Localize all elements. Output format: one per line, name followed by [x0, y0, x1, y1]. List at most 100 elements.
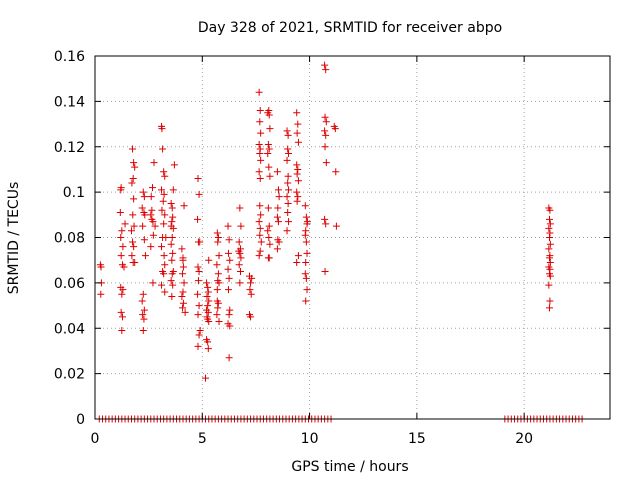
data-point: [237, 222, 245, 230]
data-point: [204, 308, 212, 316]
data-point: [265, 222, 273, 230]
x-tick-label: 10: [301, 431, 319, 447]
data-point: [119, 243, 127, 251]
data-point: [149, 231, 157, 239]
data-point: [130, 195, 138, 203]
data-point: [257, 156, 265, 164]
data-point: [226, 306, 234, 314]
data-point: [275, 238, 283, 246]
data-point: [283, 193, 291, 201]
data-point: [167, 240, 175, 248]
data-point: [546, 220, 554, 228]
data-point: [129, 145, 137, 153]
data-point: [321, 113, 329, 121]
data-point: [226, 256, 234, 264]
data-point: [322, 131, 330, 139]
data-point: [148, 206, 156, 214]
data-point: [545, 254, 553, 262]
data-point: [140, 315, 148, 323]
grid: [95, 56, 610, 419]
data-point: [203, 279, 211, 287]
data-point: [224, 249, 232, 257]
data-point: [256, 175, 264, 183]
data-point: [130, 222, 138, 230]
data-point: [140, 306, 148, 314]
data-point: [284, 179, 292, 187]
data-point: [117, 184, 125, 192]
data-point: [141, 211, 149, 219]
data-point: [321, 215, 329, 223]
data-point: [302, 274, 310, 282]
data-point: [545, 304, 553, 312]
data-point: [147, 243, 155, 251]
data-point: [204, 288, 212, 296]
data-point: [205, 256, 213, 264]
data-point: [139, 311, 147, 319]
data-point: [224, 265, 232, 273]
data-point: [168, 218, 176, 226]
data-point: [129, 238, 137, 246]
data-point: [169, 186, 177, 194]
data-point: [167, 277, 175, 285]
data-point: [266, 125, 274, 133]
data-point: [294, 193, 302, 201]
data-point: [149, 279, 157, 287]
data-point: [283, 156, 291, 164]
data-point: [121, 220, 129, 228]
data-point: [180, 279, 188, 287]
data-point: [160, 168, 168, 176]
data-point: [256, 118, 264, 126]
data-point: [293, 188, 301, 196]
data-point: [139, 290, 147, 298]
data-point: [140, 236, 148, 244]
data-point: [204, 283, 212, 291]
data-point: [118, 227, 126, 235]
data-point: [322, 66, 330, 74]
data-point: [129, 175, 137, 183]
data-point: [284, 172, 292, 180]
data-point: [128, 179, 136, 187]
data-point: [545, 234, 553, 241]
data-point: [257, 129, 265, 137]
data-point: [158, 206, 166, 214]
data-point: [194, 215, 202, 223]
data-point: [170, 161, 178, 169]
data-point: [255, 140, 263, 148]
data-point: [215, 252, 223, 260]
data-point: [131, 163, 139, 171]
data-point: [179, 299, 187, 307]
data-point: [274, 186, 282, 194]
data-point: [179, 304, 187, 312]
data-point: [284, 131, 292, 139]
data-point: [139, 188, 147, 196]
data-point: [130, 159, 138, 167]
data-point: [181, 308, 189, 316]
data-point: [215, 317, 223, 325]
data-point: [256, 150, 264, 158]
data-point: [256, 202, 264, 210]
data-point: [236, 279, 244, 287]
y-tick-label: 0: [76, 412, 85, 428]
data-point: [332, 222, 340, 230]
data-point: [265, 254, 273, 262]
data-point: [158, 125, 166, 133]
data-point: [213, 297, 221, 305]
data-point: [158, 243, 166, 251]
data-point: [169, 213, 177, 221]
data-point: [273, 213, 281, 221]
data-point: [178, 292, 186, 300]
data-point: [246, 286, 254, 294]
data-point: [117, 234, 125, 241]
y-tick-label: 0.02: [54, 367, 85, 383]
data-point: [301, 231, 309, 239]
data-point: [168, 256, 176, 264]
data-point: [256, 224, 264, 232]
data-point: [545, 224, 553, 232]
data-point: [294, 252, 302, 260]
data-point: [179, 263, 187, 271]
data-point: [236, 268, 244, 276]
data-point: [128, 252, 136, 260]
data-point: [322, 220, 330, 228]
data-point: [194, 175, 202, 183]
